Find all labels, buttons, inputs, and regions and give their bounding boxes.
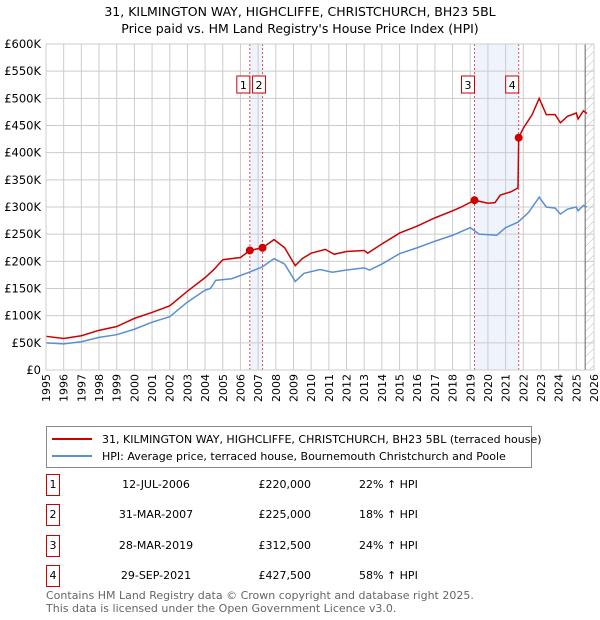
x-tick-label: 2010 — [305, 374, 318, 402]
footer-licence: This data is licensed under the Open Gov… — [46, 602, 397, 615]
sale-date: 12-JUL-2006 — [122, 478, 190, 491]
x-tick-label: 2024 — [553, 374, 566, 402]
legend-swatch — [52, 438, 92, 440]
x-tick-label: 2018 — [447, 374, 460, 402]
hpi-line — [45, 195, 588, 345]
x-tick-label: 2008 — [270, 374, 283, 402]
sale-hpi-change: 22% ↑ HPI — [359, 478, 418, 491]
x-tick-label: 2007 — [252, 374, 265, 402]
y-tick-label: £300K — [4, 200, 41, 214]
sale-label: 1 — [240, 79, 247, 92]
y-tick-label: £100K — [4, 309, 41, 323]
sale-label-box — [505, 75, 520, 94]
chart-subtitle: Price paid vs. HM Land Registry's House … — [121, 21, 479, 36]
x-tick-label: 2025 — [570, 374, 583, 402]
price-chart: 1995 1996 1997 1998 1999 2000 2001 2002 2003 2004… — [4, 37, 600, 402]
sale-number: 3 — [46, 534, 60, 557]
sale-row: 3 28-MAR-2019 £312,500 24% ↑ HPI — [46, 534, 546, 557]
legend-swatch — [52, 455, 92, 457]
x-tick-label: 2016 — [411, 374, 424, 402]
legend-item-hpi: HPI: Average price, terraced house, Bour… — [52, 449, 506, 463]
x-tick-label: 2005 — [217, 374, 230, 402]
sale-price: £427,500 — [258, 568, 312, 582]
sale-number: 2 — [46, 504, 60, 527]
chart-title: 31, KILMINGTON WAY, HIGHCLIFFE, CHRISTCH… — [104, 4, 496, 19]
x-tick-label: 2019 — [464, 374, 477, 402]
property-price-line — [45, 96, 588, 340]
sale-label-box — [461, 75, 476, 94]
x-tick-label: 2001 — [146, 374, 159, 402]
sale-hpi-change: 58% ↑ HPI — [359, 568, 418, 582]
sale-label: 2 — [256, 79, 263, 92]
legend-label: HPI: Average price, terraced house, Bour… — [102, 449, 506, 463]
x-tick-label: 2026 — [588, 374, 600, 402]
sale-row: 2 31-MAR-2007 £225,000 18% ↑ HPI — [46, 504, 546, 527]
x-tick-label: 2000 — [128, 374, 141, 402]
plot-frame — [45, 43, 595, 371]
y-tick-label: £400K — [4, 146, 41, 160]
sale-date: 31-MAR-2007 — [118, 508, 194, 522]
x-tick-label: 2004 — [199, 374, 212, 402]
sale-row: 4 29-SEP-2021 £427,500 58% ↑ HPI — [46, 564, 546, 587]
sale-number: 1 — [46, 474, 60, 496]
sale-price: £225,000 — [258, 508, 312, 522]
y-tick-label: £500K — [4, 91, 41, 105]
y-tick-label: £450K — [4, 119, 41, 133]
sale-row: 1 12-JUL-2006 £220,000 22% ↑ HPI — [46, 474, 546, 496]
sale-label: 4 — [509, 79, 516, 92]
x-tick-label: 1996 — [58, 374, 71, 402]
sale-hpi-change: 18% ↑ HPI — [359, 508, 418, 522]
x-tick-label: 2012 — [341, 374, 354, 402]
x-tick-label: 2022 — [517, 374, 530, 402]
y-tick-label: £50K — [12, 336, 42, 350]
sale-number: 4 — [46, 564, 60, 587]
x-tick-label: 2020 — [482, 374, 495, 402]
y-tick-label: £550K — [4, 64, 41, 78]
sale-date: 29-SEP-2021 — [120, 568, 192, 582]
x-tick-label: 2006 — [234, 374, 247, 402]
y-tick-label: £200K — [4, 254, 41, 268]
y-tick-label: £0 — [26, 363, 41, 377]
x-tick-label: 2023 — [535, 374, 548, 402]
sale-date: 28-MAR-2019 — [118, 538, 194, 552]
x-tick-label: 2017 — [429, 374, 442, 402]
sale-label-box — [236, 75, 251, 94]
x-tick-label: 2009 — [287, 374, 300, 402]
footer-copyright: Contains HM Land Registry data © Crown c… — [46, 589, 474, 602]
x-tick-label: 2015 — [394, 374, 407, 402]
sale-point — [245, 246, 254, 255]
y-tick-label: £250K — [4, 227, 41, 241]
x-tick-label: 2002 — [164, 374, 177, 402]
x-tick-label: 1995 — [40, 374, 53, 402]
sale-price: £220,000 — [258, 478, 312, 491]
x-tick-label: 1999 — [111, 374, 124, 402]
sale-price: £312,500 — [258, 538, 312, 552]
legend-item-property: 31, KILMINGTON WAY, HIGHCLIFFE, CHRISTCH… — [52, 432, 542, 446]
sale-label-box — [252, 75, 267, 94]
x-tick-label: 1997 — [75, 374, 88, 402]
legend: 31, KILMINGTON WAY, HIGHCLIFFE, CHRISTCH… — [46, 426, 542, 468]
x-tick-label: 2011 — [323, 374, 336, 402]
y-tick-label: £350K — [4, 173, 41, 187]
sale-hpi-change: 24% ↑ HPI — [359, 538, 418, 552]
sale-point — [470, 196, 479, 205]
y-tick-label: £600K — [4, 37, 41, 51]
x-tick-label: 1998 — [93, 374, 106, 402]
forecast-hatch — [585, 44, 594, 370]
x-tick-label: 2014 — [376, 374, 389, 402]
sale-point — [258, 243, 267, 252]
sale-label: 3 — [465, 79, 472, 92]
y-tick-label: £150K — [4, 282, 41, 296]
x-tick-label: 2003 — [181, 374, 194, 402]
x-tick-label: 2013 — [358, 374, 371, 402]
sale-point — [514, 133, 523, 142]
x-tick-label: 2021 — [500, 374, 513, 402]
legend-label: 31, KILMINGTON WAY, HIGHCLIFFE, CHRISTCH… — [102, 432, 542, 446]
